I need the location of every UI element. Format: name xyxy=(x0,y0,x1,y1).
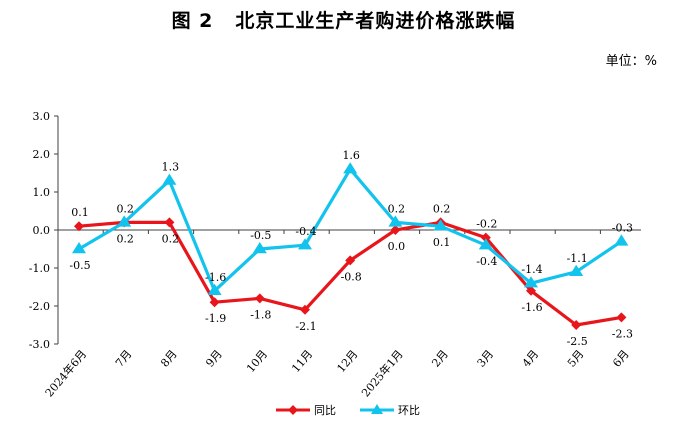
data-point-yoy xyxy=(300,304,310,315)
data-point-mom xyxy=(207,283,222,295)
data-label-mom: 0.2 xyxy=(116,232,134,245)
data-label-yoy: 0.2 xyxy=(433,202,451,215)
data-label-mom: -1.6 xyxy=(205,271,226,284)
data-point-mom xyxy=(388,215,403,227)
data-point-yoy xyxy=(345,255,356,266)
data-point-mom xyxy=(298,238,312,250)
data-point-yoy xyxy=(74,221,84,232)
unit-label: 单位：% xyxy=(605,54,657,69)
legend-label-mom: 环比 xyxy=(398,404,420,417)
data-label-yoy: 0.1 xyxy=(71,206,89,219)
x-tick-label: 8月 xyxy=(158,348,180,370)
y-tick-label: -3.0 xyxy=(29,338,50,351)
x-tick-label: 2025年1月 xyxy=(358,347,405,400)
legend-marker-mom xyxy=(371,404,383,414)
data-label-yoy: -1.6 xyxy=(521,301,542,314)
data-label-mom: -0.5 xyxy=(69,259,90,272)
data-label-yoy: 0.0 xyxy=(388,240,406,253)
data-point-yoy xyxy=(390,225,401,235)
data-label-yoy: 0.2 xyxy=(162,232,180,245)
data-point-mom xyxy=(433,219,448,231)
data-point-yoy xyxy=(254,293,265,304)
x-tick-label: 3月 xyxy=(475,348,497,370)
data-label-mom: -0.4 xyxy=(476,255,497,268)
data-point-mom xyxy=(117,215,132,227)
data-label-yoy: -2.3 xyxy=(612,327,633,340)
data-point-mom xyxy=(569,264,584,276)
data-point-yoy xyxy=(164,217,175,228)
y-tick-label: -2.0 xyxy=(29,300,50,313)
data-point-mom xyxy=(162,173,177,185)
data-label-yoy: -0.8 xyxy=(341,270,362,283)
data-point-mom xyxy=(614,234,629,246)
data-label-yoy: -2.5 xyxy=(567,335,588,348)
data-point-yoy xyxy=(480,232,491,243)
legend-label-yoy: 同比 xyxy=(314,404,336,417)
data-point-mom xyxy=(72,242,86,254)
data-label-mom: 0.1 xyxy=(433,236,451,249)
legend-marker-yoy xyxy=(288,405,298,415)
data-label-yoy: -1.9 xyxy=(205,312,226,325)
x-tick-label: 9月 xyxy=(203,348,225,370)
data-point-yoy xyxy=(209,297,220,308)
y-tick-label: 1.0 xyxy=(33,186,51,199)
data-label-yoy: 0.2 xyxy=(116,202,134,215)
x-tick-label: 2月 xyxy=(429,348,451,370)
chart-title: 图 2 北京工业生产者购进价格涨跌幅 xyxy=(0,6,687,33)
data-label-mom: -0.3 xyxy=(612,221,633,234)
x-tick-label: 2024年6月 xyxy=(42,347,89,400)
data-point-mom xyxy=(252,242,267,254)
data-point-yoy xyxy=(616,312,627,323)
data-label-mom: -1.4 xyxy=(521,263,542,276)
data-point-mom xyxy=(478,238,493,250)
y-tick-label: 2.0 xyxy=(33,148,51,161)
x-tick-label: 12月 xyxy=(334,348,360,376)
x-tick-label: 4月 xyxy=(520,348,542,370)
data-label-yoy: -2.1 xyxy=(295,320,316,333)
x-tick-label: 5月 xyxy=(565,348,587,370)
figure-title-text: 北京工业生产者购进价格涨跌幅 xyxy=(235,10,516,32)
data-label-yoy: -1.8 xyxy=(250,308,271,321)
y-tick-label: 3.0 xyxy=(33,110,51,123)
data-label-mom: 1.3 xyxy=(162,161,180,174)
x-tick-label: 10月 xyxy=(244,348,270,376)
x-tick-label: 11月 xyxy=(289,348,315,376)
data-label-mom: -0.5 xyxy=(250,229,271,242)
data-label-mom: -0.4 xyxy=(295,225,316,238)
y-tick-label: -1.0 xyxy=(29,262,50,275)
data-label-yoy: -0.2 xyxy=(476,218,497,231)
data-point-yoy xyxy=(526,285,536,296)
data-point-mom xyxy=(524,276,538,288)
y-tick-label: 0.0 xyxy=(33,224,51,237)
data-point-yoy xyxy=(571,320,582,330)
data-label-mom: -1.1 xyxy=(567,252,588,265)
data-label-mom: 1.6 xyxy=(342,149,360,162)
data-label-mom: 0.2 xyxy=(388,202,406,215)
figure-number: 图 2 xyxy=(171,10,214,32)
x-tick-label: 6月 xyxy=(610,348,632,370)
data-point-mom xyxy=(343,162,358,174)
x-tick-label: 7月 xyxy=(113,348,135,370)
